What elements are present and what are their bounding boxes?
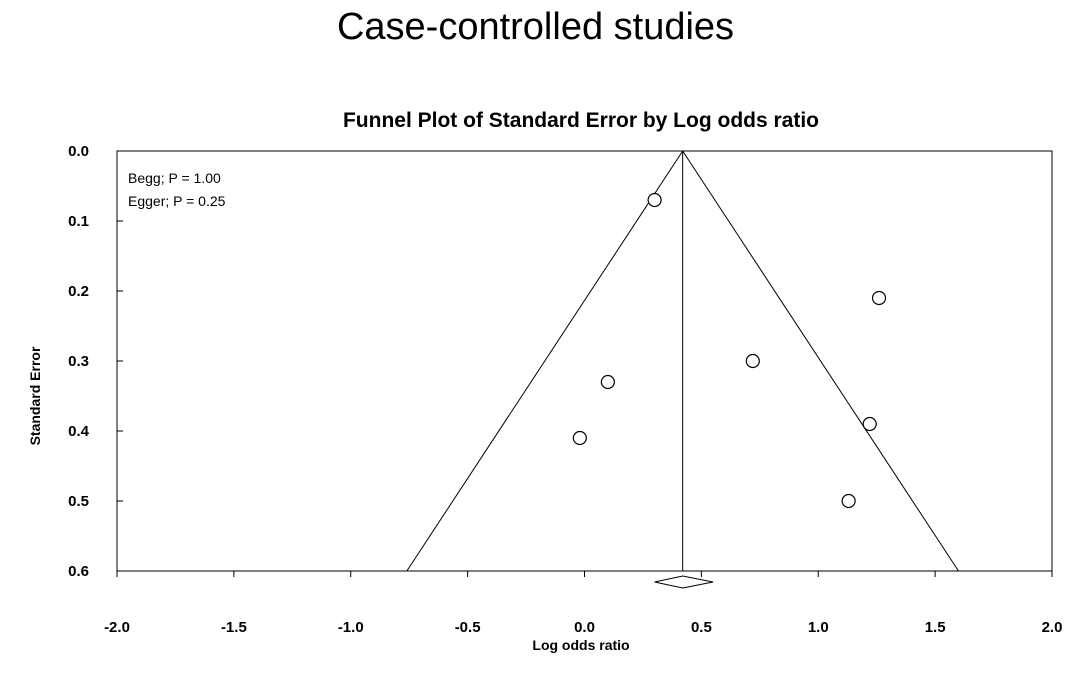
x-tick-label: 0.0 bbox=[574, 619, 595, 636]
y-tick-label: 0.6 bbox=[68, 563, 89, 580]
plot-frame bbox=[116, 150, 1053, 572]
study-points bbox=[572, 192, 887, 509]
x-tick-label: -1.5 bbox=[221, 619, 247, 636]
test-annotation: Begg; P = 1.00 bbox=[128, 170, 221, 186]
study-point bbox=[647, 192, 662, 208]
study-point bbox=[871, 290, 887, 306]
chart-title: Funnel Plot of Standard Error by Log odd… bbox=[343, 109, 819, 132]
test-annotations: Begg; P = 1.00 Egger; P = 0.25 bbox=[128, 170, 226, 209]
study-point bbox=[841, 493, 856, 509]
x-tick-label: 1.5 bbox=[925, 619, 946, 636]
study-point bbox=[600, 374, 615, 390]
y-axis-ticks: 0.0 0.1 0.2 0.3 0.4 0.5 0.6 bbox=[68, 143, 123, 580]
y-tick-label: 0.5 bbox=[68, 493, 89, 510]
y-tick-label: 0.3 bbox=[68, 353, 89, 370]
slide-title: Case-controlled studies bbox=[336, 6, 735, 48]
x-tick-label: 2.0 bbox=[1042, 619, 1063, 636]
y-axis-label: Standard Error bbox=[27, 346, 43, 445]
funnel-lines bbox=[406, 150, 959, 589]
x-tick-label: -2.0 bbox=[104, 619, 130, 636]
summary-diamond bbox=[654, 575, 714, 589]
test-annotation: Egger; P = 0.25 bbox=[128, 193, 226, 209]
x-tick-label: -0.5 bbox=[455, 619, 481, 636]
y-tick-label: 0.2 bbox=[68, 283, 89, 300]
study-point bbox=[862, 416, 877, 432]
x-tick-label: 1.0 bbox=[808, 619, 829, 636]
y-tick-label: 0.4 bbox=[68, 423, 90, 440]
x-tick-label: -1.0 bbox=[338, 619, 364, 636]
x-axis-ticks: -2.0 -1.5 -1.0 -0.5 0.0 0.5 1.0 1.5 2.0 bbox=[104, 571, 1062, 636]
y-tick-label: 0.0 bbox=[68, 143, 89, 160]
funnel-right-line bbox=[682, 150, 959, 572]
funnel-left-line bbox=[406, 150, 684, 572]
y-tick-label: 0.1 bbox=[68, 213, 89, 230]
x-axis-label: Log odds ratio bbox=[532, 637, 629, 653]
study-point bbox=[572, 430, 587, 446]
study-point bbox=[745, 353, 760, 369]
x-tick-label: 0.5 bbox=[691, 619, 712, 636]
